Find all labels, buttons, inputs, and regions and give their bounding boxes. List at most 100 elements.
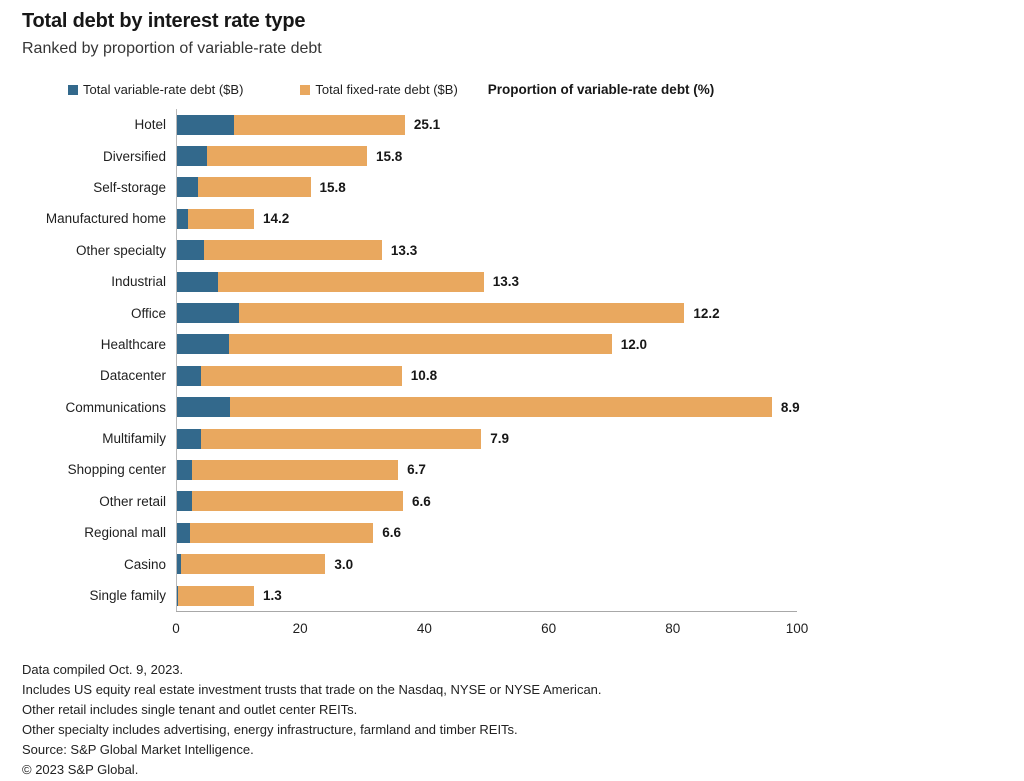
category-label: Shopping center: [67, 462, 166, 478]
page-title: Total debt by interest rate type: [22, 10, 306, 32]
proportion-column-header: Proportion of variable-rate debt (%): [487, 82, 715, 97]
stacked-bar-chart: Hotel 25.1 Diversified 15.8 Self-storage 15.8…: [22, 109, 1024, 648]
chart-row: Multifamily 7.9: [22, 422, 1024, 455]
chart-row: Casino 3.0: [22, 548, 1024, 580]
proportion-value-label: 13.3: [390, 242, 418, 258]
variable-rate-bar-segment: [177, 554, 182, 575]
legend-label-variable: Total variable-rate debt ($B): [83, 82, 244, 97]
proportion-value-label: 14.2: [263, 211, 290, 227]
category-label: Self-storage: [93, 179, 166, 195]
variable-rate-bar-segment: [177, 459, 192, 480]
variable-rate-bar-segment: [177, 522, 191, 543]
category-label: Regional mall: [84, 525, 166, 541]
chart-row: Other specialty 13.3: [22, 234, 1024, 266]
chart-row: Shopping center 6.7: [22, 454, 1024, 486]
proportion-value-label: 12.0: [620, 336, 647, 352]
footnote-line: © 2023 S&P Global.: [22, 762, 139, 778]
x-axis: 0 20 40 60 80 100: [172, 611, 808, 648]
chart-row: Office 12.2: [22, 297, 1024, 329]
proportion-value-label: 15.8: [319, 179, 346, 195]
chart-row: Manufactured home 14.2: [22, 203, 1024, 235]
footnote-line: Other retail includes single tenant and …: [22, 702, 358, 718]
bar-track: 13.3: [176, 265, 798, 298]
x-axis-tick-label: 80: [665, 621, 681, 637]
footnote-line: Source: S&P Global Market Intelligence.: [22, 742, 254, 758]
variable-rate-bar-segment: [177, 303, 240, 324]
bar-track: 13.3: [176, 234, 798, 266]
chart-row: Regional mall 6.6: [22, 517, 1024, 549]
fixed-rate-bar-segment: [239, 303, 685, 324]
category-label: Casino: [123, 556, 166, 572]
legend-label-fixed: Total fixed-rate debt ($B): [315, 82, 458, 97]
fixed-rate-bar-segment: [190, 522, 374, 543]
bar-track: 15.8: [176, 140, 798, 172]
bar-track: 6.6: [176, 485, 798, 518]
chart-row: Datacenter 10.8: [22, 360, 1024, 392]
category-label: Other specialty: [75, 242, 166, 258]
chart-row: Diversified 15.8: [22, 140, 1024, 172]
category-label: Diversified: [102, 148, 166, 164]
category-label: Hotel: [134, 117, 166, 133]
page-subtitle: Ranked by proportion of variable-rate de…: [22, 40, 322, 57]
bar-track: 25.1: [176, 109, 798, 141]
fixed-rate-bar-segment: [191, 491, 404, 512]
fixed-rate-bar-segment: [191, 459, 399, 480]
variable-rate-bar-segment: [177, 428, 202, 449]
chart-row: Industrial 13.3: [22, 265, 1024, 298]
variable-rate-bar-segment: [177, 491, 192, 512]
footnote-line: Includes US equity real estate investmen…: [22, 682, 602, 698]
bar-track: 6.7: [176, 454, 798, 486]
bar-track: 14.2: [176, 203, 798, 235]
fixed-rate-bar-segment: [188, 208, 254, 229]
fixed-rate-bar-segment: [229, 334, 612, 355]
fixed-rate-bar-segment: [217, 271, 484, 292]
proportion-value-label: 6.6: [382, 525, 402, 541]
variable-rate-bar-segment: [177, 114, 235, 135]
variable-rate-bar-segment: [177, 146, 207, 167]
proportion-value-label: 6.6: [412, 493, 431, 509]
legend-item-fixed: Total fixed-rate debt ($B): [300, 82, 458, 97]
category-label: Multifamily: [102, 431, 166, 447]
category-label: Other retail: [99, 493, 166, 509]
chart-row: Single family 1.3: [22, 579, 1024, 612]
proportion-value-label: 7.9: [490, 431, 510, 447]
variable-rate-bar-segment: [177, 585, 179, 606]
x-axis-tick-label: 40: [416, 621, 432, 637]
fixed-swatch-icon: [300, 84, 311, 95]
proportion-value-label: 3.0: [334, 556, 354, 572]
chart-rows: Hotel 25.1 Diversified 15.8 Self-storage 15.8…: [22, 109, 1024, 612]
proportion-value-label: 6.7: [407, 462, 426, 478]
x-axis-tick-label: 0: [172, 621, 180, 637]
category-label: Office: [130, 305, 166, 321]
variable-rate-bar-segment: [177, 177, 199, 198]
variable-rate-bar-segment: [177, 397, 230, 418]
proportion-value-label: 15.8: [376, 148, 403, 164]
fixed-rate-bar-segment: [229, 397, 772, 418]
legend: Total variable-rate debt ($B) Total fixe…: [22, 82, 1024, 97]
variable-rate-bar-segment: [177, 208, 189, 229]
category-label: Healthcare: [100, 336, 166, 352]
variable-swatch-icon: [68, 84, 78, 95]
category-label: Datacenter: [99, 368, 166, 384]
category-label: Manufactured home: [45, 211, 166, 227]
proportion-value-label: 1.3: [263, 588, 282, 604]
legend-item-variable: Total variable-rate debt ($B): [68, 82, 243, 97]
chart-row: Communications 8.9: [22, 391, 1024, 423]
variable-rate-bar-segment: [177, 334, 230, 355]
fixed-rate-bar-segment: [198, 177, 311, 198]
bar-track: 12.2: [176, 297, 798, 329]
fixed-rate-bar-segment: [201, 365, 402, 386]
x-axis-tick-label: 60: [541, 621, 557, 637]
fixed-rate-bar-segment: [178, 585, 254, 606]
variable-rate-bar-segment: [177, 240, 205, 261]
bar-track: 8.9: [176, 391, 800, 423]
bar-track: 6.6: [176, 517, 798, 549]
x-axis-tick-label: 20: [292, 621, 308, 637]
bar-track: 1.3: [176, 579, 798, 612]
fixed-rate-bar-segment: [181, 554, 326, 575]
fixed-rate-bar-segment: [204, 240, 382, 261]
category-label: Single family: [89, 588, 166, 604]
proportion-value-label: 13.3: [492, 274, 520, 290]
fixed-rate-bar-segment: [206, 146, 367, 167]
